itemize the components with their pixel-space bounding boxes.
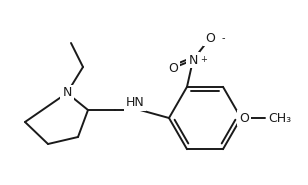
Text: O: O [239,112,249,125]
Text: N: N [62,87,72,100]
Text: HN: HN [126,97,144,110]
Text: O: O [168,61,178,75]
Text: O: O [205,31,215,45]
Text: +: + [200,55,207,64]
Text: N: N [188,53,198,66]
Text: CH₃: CH₃ [268,112,291,125]
Text: -: - [222,33,225,43]
